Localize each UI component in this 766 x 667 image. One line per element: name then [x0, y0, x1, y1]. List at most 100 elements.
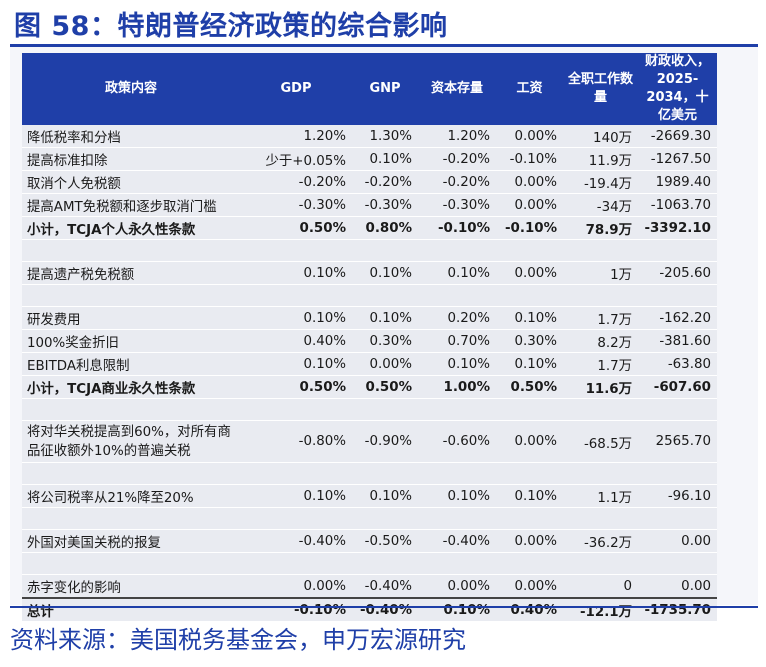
spacer-row	[22, 552, 717, 575]
footer-rule	[10, 606, 758, 608]
cell-gdp: 0.10%	[240, 484, 352, 508]
cell-wage: 0.10%	[496, 484, 563, 508]
table-row: 将对华关税提高到60%，对所有商品征收额外10%的普遍关税 -0.80% -0.…	[22, 420, 717, 463]
cell-gdp: 0.10%	[240, 261, 352, 285]
cell-gdp: -0.30%	[240, 193, 352, 217]
cell-policy: 将对华关税提高到60%，对所有商品征收额外10%的普遍关税	[22, 420, 240, 463]
cell-jobs: 140万	[563, 125, 638, 148]
cell-capital: -0.10%	[418, 216, 496, 240]
cell-capital: 0.70%	[418, 329, 496, 353]
cell-wage: -0.10%	[496, 216, 563, 240]
cell-policy: 赤字变化的影响	[22, 574, 240, 599]
cell-jobs: -68.5万	[563, 420, 638, 463]
cell-jobs: -34万	[563, 193, 638, 217]
cell-jobs: -36.2万	[563, 529, 638, 553]
cell-gnp: 0.50%	[352, 375, 418, 399]
table-row: 研发费用 0.10% 0.10% 0.20% 0.10% 1.7万 -162.2…	[22, 306, 717, 330]
cell-jobs: 1.1万	[563, 484, 638, 508]
cell-capital: -0.20%	[418, 147, 496, 171]
cell-wage: -0.10%	[496, 147, 563, 171]
cell-gnp: 0.00%	[352, 352, 418, 376]
figure-title: 图 58：特朗普经济政策的综合影响	[14, 11, 448, 42]
cell-revenue: -205.60	[638, 261, 717, 285]
cell-policy: 小计，TCJA个人永久性条款	[22, 216, 240, 240]
cell-gdp: 0.50%	[240, 216, 352, 240]
cell-gdp: 0.10%	[240, 306, 352, 330]
cell-revenue: -63.80	[638, 352, 717, 376]
cell-policy: EBITDA利息限制	[22, 352, 240, 376]
cell-jobs: -19.4万	[563, 170, 638, 194]
cell-wage: 0.10%	[496, 306, 563, 330]
cell-gdp: 0.50%	[240, 375, 352, 399]
cell-capital: -0.40%	[418, 529, 496, 553]
cell-capital: 0.20%	[418, 306, 496, 330]
cell-gnp: 0.10%	[352, 261, 418, 285]
cell-wage: 0.10%	[496, 352, 563, 376]
cell-jobs: 11.6万	[563, 375, 638, 399]
cell-policy: 取消个人免税额	[22, 170, 240, 194]
cell-capital: 1.00%	[418, 375, 496, 399]
cell-capital: -0.30%	[418, 193, 496, 217]
cell-policy: 小计，TCJA商业永久性条款	[22, 375, 240, 399]
header-capital: 资本存量	[418, 53, 496, 125]
cell-revenue: -381.60	[638, 329, 717, 353]
cell-gdp: 0.10%	[240, 352, 352, 376]
cell-policy: 外国对美国关税的报复	[22, 529, 240, 553]
cell-gdp: -0.20%	[240, 170, 352, 194]
header-gdp: GDP	[240, 53, 352, 125]
cell-gnp: -0.20%	[352, 170, 418, 194]
cell-gdp: 0.40%	[240, 329, 352, 353]
cell-policy: 降低税率和分档	[22, 125, 240, 148]
spacer-row	[22, 398, 717, 421]
cell-gdp: 1.20%	[240, 125, 352, 148]
cell-wage: 0.00%	[496, 574, 563, 599]
cell-gnp: -0.30%	[352, 193, 418, 217]
cell-revenue: 0.00	[638, 574, 717, 599]
header-revenue: 财政收入，2025-2034，十亿美元	[638, 53, 717, 125]
cell-revenue: -162.20	[638, 306, 717, 330]
cell-jobs: 1.7万	[563, 306, 638, 330]
table-row: 提高AMT免税额和逐步取消门槛 -0.30% -0.30% -0.30% 0.0…	[22, 193, 717, 217]
cell-wage: 0.00%	[496, 529, 563, 553]
table-row: 降低税率和分档 1.20% 1.30% 1.20% 0.00% 140万 -26…	[22, 125, 717, 148]
table-row: 100%奖金折旧 0.40% 0.30% 0.70% 0.30% 8.2万 -3…	[22, 329, 717, 353]
cell-wage: 0.00%	[496, 261, 563, 285]
cell-wage: 0.00%	[496, 125, 563, 148]
cell-gnp: -0.40%	[352, 574, 418, 599]
cell-jobs: 1.7万	[563, 352, 638, 376]
source-note: 资料来源：美国税务基金会，申万宏源研究	[10, 626, 466, 654]
cell-gnp: -0.90%	[352, 420, 418, 463]
cell-jobs: 1万	[563, 261, 638, 285]
cell-capital: 1.20%	[418, 125, 496, 148]
cell-gnp: 0.80%	[352, 216, 418, 240]
spacer-row	[22, 239, 717, 262]
cell-policy: 100%奖金折旧	[22, 329, 240, 353]
cell-capital: 0.10%	[418, 261, 496, 285]
cell-capital: 0.10%	[418, 352, 496, 376]
cell-gdp: -0.10%	[240, 597, 352, 622]
cell-jobs: 8.2万	[563, 329, 638, 353]
cell-revenue: -3392.10	[638, 216, 717, 240]
cell-gnp: 1.30%	[352, 125, 418, 148]
cell-revenue: -2669.30	[638, 125, 717, 148]
cell-wage: 0.00%	[496, 170, 563, 194]
cell-jobs: 78.9万	[563, 216, 638, 240]
header-jobs: 全职工作数量	[563, 53, 638, 125]
cell-policy: 提高遗产税免税额	[22, 261, 240, 285]
title-rule	[10, 44, 758, 47]
cell-revenue: -1735.70	[638, 597, 717, 622]
spacer-row	[22, 507, 717, 530]
cell-capital: -0.20%	[418, 170, 496, 194]
table-row: EBITDA利息限制 0.10% 0.00% 0.10% 0.10% 1.7万 …	[22, 352, 717, 376]
cell-gnp: 0.30%	[352, 329, 418, 353]
cell-capital: -0.60%	[418, 420, 496, 463]
cell-revenue: -607.60	[638, 375, 717, 399]
cell-policy: 提高AMT免税额和逐步取消门槛	[22, 193, 240, 217]
table-row: 提高遗产税免税额 0.10% 0.10% 0.10% 0.00% 1万 -205…	[22, 261, 717, 285]
cell-gdp: 0.00%	[240, 574, 352, 599]
table-header-row: 政策内容 GDP GNP 资本存量 工资 全职工作数量 财政收入，2025-20…	[22, 53, 717, 125]
subtotal-row: 小计，TCJA商业永久性条款 0.50% 0.50% 1.00% 0.50% 1…	[22, 375, 717, 399]
cell-gnp: 0.10%	[352, 306, 418, 330]
cell-capital: 0.00%	[418, 574, 496, 599]
header-wage: 工资	[496, 53, 563, 125]
